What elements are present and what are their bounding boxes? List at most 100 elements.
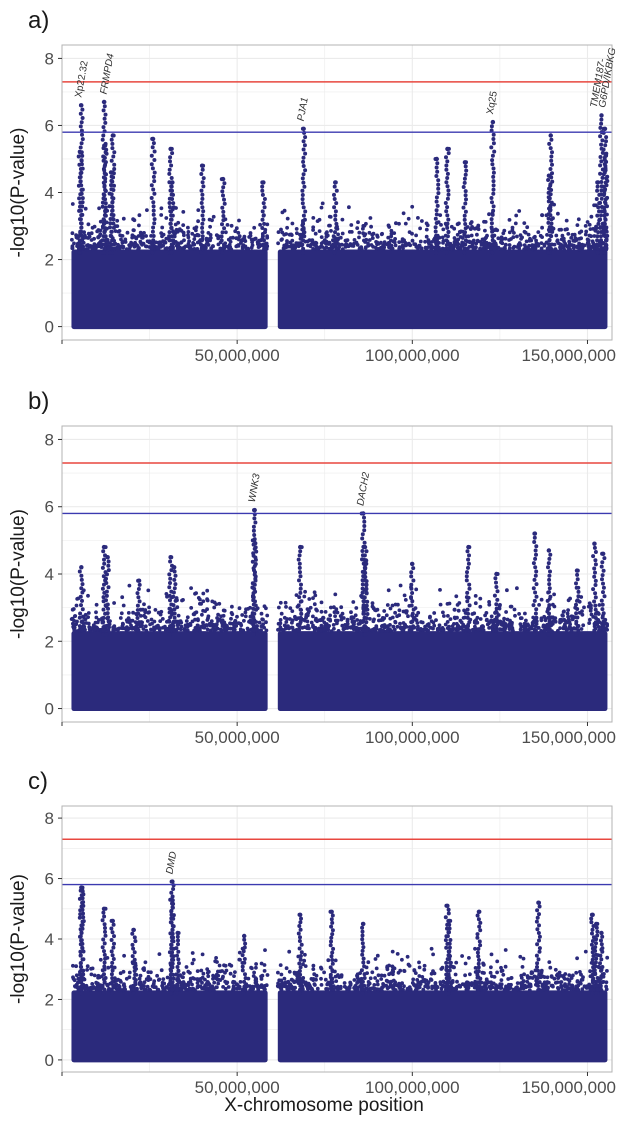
snp-point <box>394 221 398 226</box>
snp-top-point <box>131 927 136 933</box>
snp-peak-point <box>600 138 605 143</box>
snp-point <box>564 244 569 249</box>
snp-point <box>355 618 360 622</box>
snp-peak-point <box>167 230 172 235</box>
snp-point <box>517 209 522 213</box>
snp-point <box>421 987 426 992</box>
snp-peak-point <box>464 168 469 173</box>
snp-peak-point <box>167 585 172 590</box>
snp-point <box>457 221 461 226</box>
snp-point <box>284 966 289 971</box>
snp-point <box>587 233 592 238</box>
snp-point <box>588 969 592 974</box>
snp-point <box>232 974 236 978</box>
snp-point <box>416 984 421 989</box>
snp-point <box>208 224 213 229</box>
snp-peak-point <box>475 969 480 974</box>
snp-peak-point <box>112 150 117 155</box>
snp-point <box>206 974 211 979</box>
snp-peak-point <box>80 907 85 912</box>
snp-point <box>173 222 178 227</box>
snp-peak-point <box>77 162 82 167</box>
snp-point <box>191 957 196 962</box>
snp-peak-point <box>79 628 84 633</box>
snp-peak-point <box>576 589 581 594</box>
snp-peak-point <box>494 606 499 611</box>
snp-point <box>345 238 350 243</box>
snp-peak-point <box>79 120 84 125</box>
snp-peak-point <box>103 160 108 165</box>
snp-peak-point <box>110 976 115 981</box>
snp-peak-point <box>328 984 333 988</box>
snp-point <box>195 240 200 245</box>
snp-point <box>489 965 493 970</box>
snp-point <box>495 970 499 975</box>
snp-peak-point <box>547 603 552 608</box>
y-tick-label: 8 <box>45 49 54 68</box>
snp-peak-point <box>362 519 367 524</box>
snp-peak-point <box>79 234 84 238</box>
snp-point <box>422 963 427 968</box>
snp-point <box>284 245 289 250</box>
snp-point <box>265 222 270 227</box>
snp-peak-point <box>109 926 114 931</box>
snp-point <box>120 626 125 631</box>
snp-point <box>414 233 418 238</box>
snp-point <box>455 979 459 984</box>
snp-peak-point <box>364 603 369 608</box>
snp-peak-point <box>434 246 439 251</box>
snp-peak-point <box>169 935 174 940</box>
snp-point <box>372 983 377 987</box>
snp-point <box>256 987 261 992</box>
snp-peak-point <box>598 125 603 130</box>
snp-point <box>112 601 116 605</box>
snp-point <box>374 240 378 244</box>
snp-point <box>306 243 310 248</box>
snp-peak-point <box>575 615 580 620</box>
snp-peak-point <box>109 174 114 179</box>
snp-point <box>530 247 535 251</box>
snp-peak-point <box>329 954 334 959</box>
snp-peak-point <box>447 976 452 981</box>
snp-point <box>191 986 195 991</box>
snp-point <box>216 612 221 617</box>
snp-peak-point <box>167 171 172 176</box>
snp-point <box>380 231 384 236</box>
snp-point <box>489 619 494 624</box>
snp-peak-point <box>106 615 111 620</box>
snp-point <box>231 980 235 985</box>
snp-point <box>567 986 571 990</box>
snp-peak-point <box>550 162 554 167</box>
snp-point <box>379 973 384 978</box>
snp-point <box>423 239 427 244</box>
snp-peak-point <box>169 163 174 168</box>
snp-point <box>348 242 353 246</box>
snp-peak-point <box>548 233 553 238</box>
snp-peak-point <box>137 599 142 604</box>
snp-peak-point <box>536 931 541 935</box>
snp-point <box>335 610 340 615</box>
snp-top-point <box>434 156 439 162</box>
snp-point <box>562 977 567 981</box>
y-tick-label: 8 <box>45 809 54 828</box>
snp-point <box>143 610 148 615</box>
snp-point <box>116 627 120 632</box>
snp-peak-point <box>297 961 302 966</box>
snp-point <box>325 981 330 986</box>
snp-peak-point <box>171 201 176 206</box>
snp-point <box>367 230 372 235</box>
snp-point <box>543 982 548 986</box>
snp-point <box>237 985 241 990</box>
snp-point <box>146 974 151 979</box>
snp-point <box>388 982 393 987</box>
snp-point <box>434 618 438 622</box>
snp-point <box>504 984 508 989</box>
snp-point <box>72 626 76 631</box>
snp-point <box>105 983 110 988</box>
snp-peak-point <box>169 568 174 573</box>
snp-peak-point <box>598 987 603 992</box>
snp-top-point <box>199 163 205 168</box>
snp-point <box>294 243 299 248</box>
